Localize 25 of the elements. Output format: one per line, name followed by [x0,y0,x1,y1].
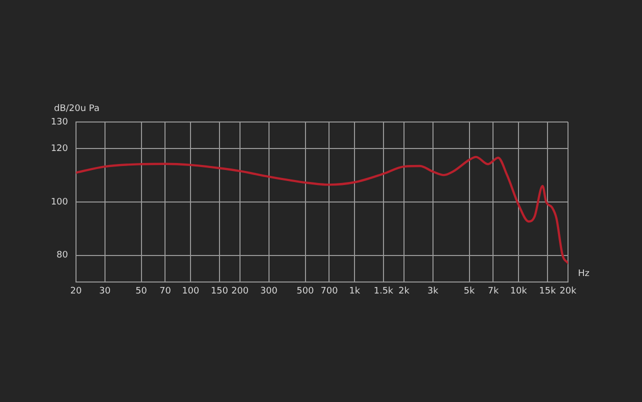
x-tick-label: 30 [99,286,111,297]
x-tick-label: 7k [488,286,500,297]
y-axis-title: dB/20u Pa [54,104,100,114]
x-tick-label: 5k [464,286,476,297]
x-tick-label: 20k [560,286,578,297]
x-tick-label: 50 [136,286,148,297]
x-tick-label: 70 [160,286,172,297]
x-tick-label: 500 [296,286,314,297]
x-tick-label: 100 [182,286,200,297]
y-tick-label: 130 [50,117,68,128]
x-tick-label: 2k [398,286,410,297]
x-tick-label: 3k [427,286,440,297]
y-tick-label: 100 [50,197,68,208]
x-tick-label: 300 [260,286,278,297]
x-tick-label: 15k [539,286,557,297]
x-axis-title: Hz [578,268,590,279]
x-tick-label: 1k [349,286,361,297]
y-tick-label: 120 [50,144,68,154]
x-tick-label: 150 [210,286,228,297]
x-tick-label: 700 [320,286,338,297]
x-tick-label: 10k [510,286,528,297]
y-tick-label: 80 [56,250,68,261]
x-tick-label: 20 [70,286,82,297]
x-tick-label: 200 [231,286,249,297]
x-tick-label: 1.5k [374,286,394,297]
